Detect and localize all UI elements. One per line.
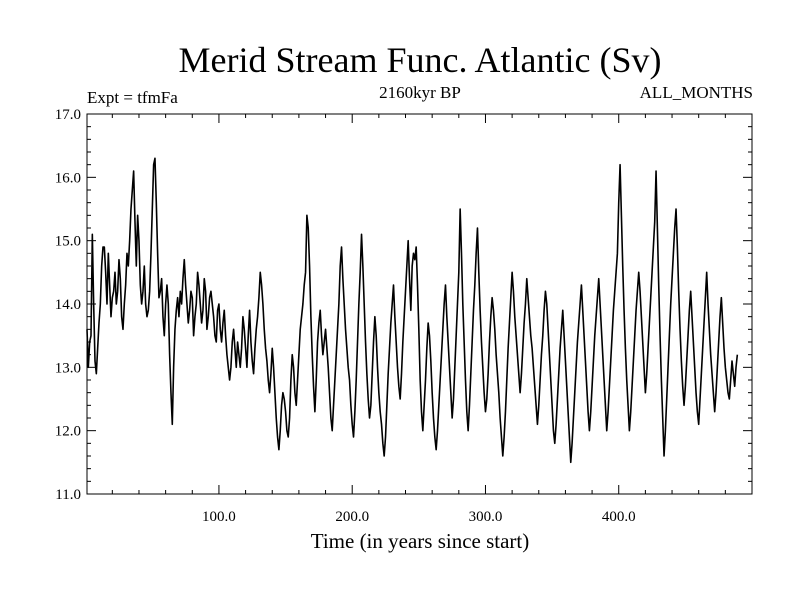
y-tick-label: 15.0 (55, 234, 81, 250)
x-axis-label: Time (in years since start) (311, 529, 530, 553)
months-label: ALL_MONTHS (640, 83, 753, 102)
y-axis: 11.0 12.0 13.0 14.0 15.0 16.0 17.0 (55, 107, 752, 503)
y-tick-label: 14.0 (55, 297, 81, 313)
experiment-label: Expt = tfmFa (87, 88, 178, 107)
y-tick-label: 12.0 (55, 424, 81, 440)
y-tick-label: 13.0 (55, 360, 81, 376)
chart-title: Merid Stream Func. Atlantic (Sv) (179, 40, 662, 80)
y-tick-label: 16.0 (55, 170, 81, 186)
period-label: 2160kyr BP (379, 83, 461, 102)
y-tick-label: 11.0 (55, 487, 81, 503)
y-tick-label: 17.0 (55, 107, 81, 123)
x-tick-label: 200.0 (335, 509, 369, 525)
x-tick-label: 400.0 (602, 509, 636, 525)
x-tick-label: 100.0 (202, 509, 236, 525)
x-axis: 100.0 200.0 300.0 400.0 (111, 114, 726, 525)
series-group (86, 157, 739, 464)
series-line (86, 157, 739, 464)
x-tick-label: 300.0 (469, 509, 503, 525)
